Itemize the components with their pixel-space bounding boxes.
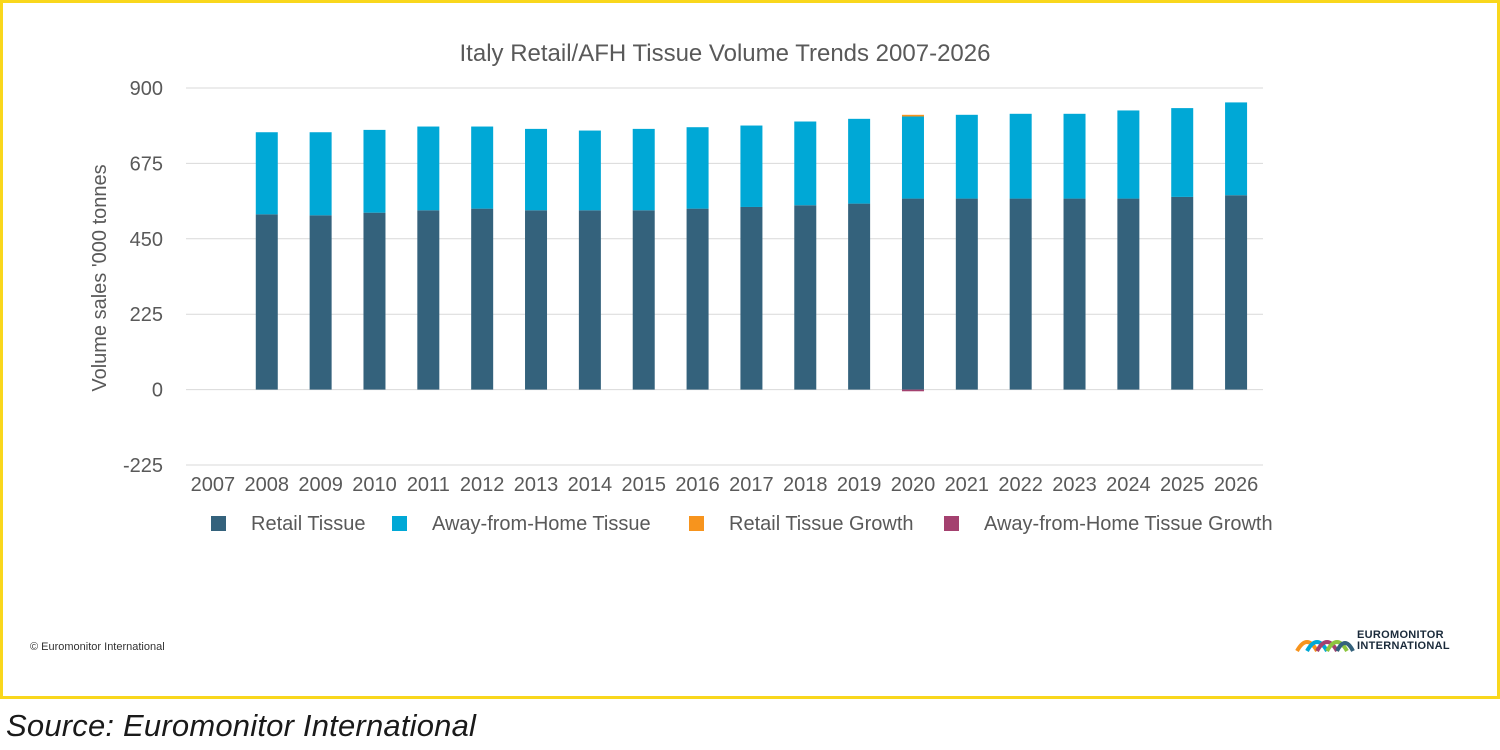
bar-retail-tissue-2025 [1171,196,1194,390]
bar-away-from-home-tissue-growth-2020 [901,389,924,392]
bar-away-from-home-tissue-2009 [309,132,332,216]
legend-swatch [944,516,959,531]
bar-away-from-home-tissue-2025 [1171,108,1194,197]
bars [255,102,1248,392]
bar-retail-tissue-2015 [632,210,655,390]
x-tick-label: 2011 [407,474,450,496]
bar-retail-tissue-2013 [525,210,548,390]
bar-retail-tissue-2022 [1009,198,1032,390]
y-tick-label: 450 [130,229,163,251]
bar-away-from-home-tissue-2026 [1225,102,1248,196]
chart-svg: Italy Retail/AFH Tissue Volume Trends 20… [89,40,1273,535]
bar-away-from-home-tissue-2020 [901,116,924,199]
bar-away-from-home-tissue-2015 [632,128,655,211]
copyright-text: © Euromonitor International [30,641,165,653]
euromonitor-logo: EUROMONITOR INTERNATIONAL [1295,629,1480,655]
bar-retail-tissue-2023 [1063,198,1086,390]
legend-swatch [211,516,226,531]
y-tick-labels: 900 675 450 225 0 -225 [123,78,163,477]
bar-away-from-home-tissue-2013 [525,128,548,211]
x-tick-label: 2025 [1160,474,1205,496]
source-caption: Source: Euromonitor International [6,708,477,743]
y-axis-label: Volume sales '000 tonnes [89,164,111,391]
x-tick-label: 2019 [837,474,882,496]
x-tick-label: 2015 [621,474,666,496]
bar-away-from-home-tissue-2024 [1117,110,1140,199]
bar-away-from-home-tissue-2008 [255,132,278,215]
x-tick-label: 2012 [460,474,505,496]
bar-away-from-home-tissue-2023 [1063,113,1086,199]
bar-retail-tissue-2020 [901,198,924,390]
x-tick-label: 2014 [568,474,613,496]
bar-away-from-home-tissue-2017 [740,125,763,207]
bar-retail-tissue-2011 [417,210,440,390]
bar-away-from-home-tissue-2021 [955,114,978,199]
x-tick-label: 2009 [298,474,343,496]
legend-label: Retail Tissue [251,513,366,535]
x-tick-label: 2017 [729,474,774,496]
bar-away-from-home-tissue-2011 [417,126,440,211]
bar-retail-tissue-2008 [255,214,278,390]
bar-retail-tissue-2014 [578,210,601,390]
bar-away-from-home-tissue-2012 [471,126,494,209]
x-tick-label: 2016 [675,474,720,496]
bar-retail-tissue-2012 [471,208,494,390]
x-tick-labels: 2007 2008 2009 2010 2011 2012 2013 2014 2015 2016… [191,474,1259,496]
bar-away-from-home-tissue-2014 [578,130,601,211]
grid-lines [186,87,1263,466]
chart-title: Italy Retail/AFH Tissue Volume Trends 20… [460,40,991,67]
bar-retail-tissue-growth-2020 [901,114,924,117]
y-tick-label: 225 [130,304,163,326]
bar-away-from-home-tissue-2018 [794,121,817,206]
bar-retail-tissue-2024 [1117,198,1140,390]
bar-away-from-home-tissue-2019 [848,118,871,204]
chart-frame: Italy Retail/AFH Tissue Volume Trends 20… [0,0,1500,699]
legend: Retail Tissue Away-from-Home Tissue Retail… [211,513,1273,535]
legend-swatch [392,516,407,531]
bar-away-from-home-tissue-2010 [363,129,386,213]
y-tick-label: -225 [123,455,163,477]
legend-label: Away-from-Home Tissue Growth [984,513,1273,535]
x-tick-label: 2023 [1052,474,1097,496]
bar-away-from-home-tissue-2022 [1009,113,1032,199]
bar-retail-tissue-2009 [309,215,332,390]
logo-line2: INTERNATIONAL [1357,640,1450,652]
bar-retail-tissue-2010 [363,212,386,390]
y-tick-label: 0 [152,380,163,402]
logo-text: EUROMONITOR INTERNATIONAL [1357,630,1450,652]
x-tick-label: 2007 [191,474,236,496]
y-tick-label: 900 [130,78,163,100]
bar-retail-tissue-2016 [686,208,709,390]
bar-retail-tissue-2026 [1225,195,1248,390]
x-tick-label: 2020 [891,474,936,496]
x-tick-label: 2008 [245,474,290,496]
x-tick-label: 2021 [945,474,990,496]
legend-label: Retail Tissue Growth [729,513,914,535]
x-tick-label: 2018 [783,474,828,496]
x-tick-label: 2010 [352,474,397,496]
bar-retail-tissue-2021 [955,198,978,390]
bar-retail-tissue-2019 [848,203,871,390]
y-tick-label: 675 [130,153,163,175]
rainbow-arches-icon [1295,640,1355,653]
legend-swatch [689,516,704,531]
logo-line1: EUROMONITOR [1357,629,1444,641]
x-tick-label: 2024 [1106,474,1151,496]
bar-retail-tissue-2017 [740,206,763,390]
x-tick-label: 2022 [998,474,1043,496]
x-tick-label: 2013 [514,474,559,496]
legend-label: Away-from-Home Tissue [432,513,651,535]
bar-retail-tissue-2018 [794,205,817,390]
bar-away-from-home-tissue-2016 [686,127,709,209]
x-tick-label: 2026 [1214,474,1259,496]
